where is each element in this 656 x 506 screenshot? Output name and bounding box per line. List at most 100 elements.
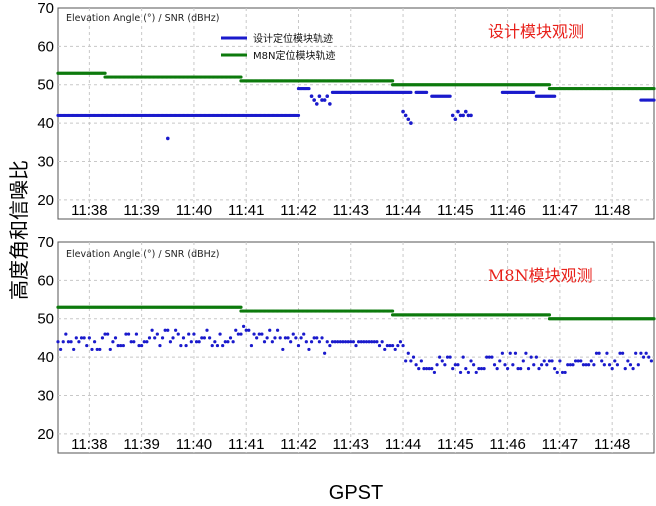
data-point [208, 336, 212, 340]
y-tick-label: 30 [37, 387, 54, 404]
data-point [398, 340, 403, 344]
data-point [555, 370, 559, 375]
data-point [309, 340, 314, 344]
data-point [121, 343, 125, 348]
data-point [153, 336, 157, 340]
data-point [87, 336, 91, 340]
data-point [126, 332, 131, 336]
legend-entry-m8n: M8N定位模块轨迹 [253, 49, 335, 62]
data-point [85, 343, 89, 348]
data-point [547, 83, 552, 87]
data-point [320, 336, 324, 340]
data-point [286, 336, 290, 340]
data-point [443, 363, 447, 367]
inner-title: Elevation Angle (°) / SNR (dBHz) [66, 249, 219, 260]
data-point [111, 340, 115, 344]
data-point [508, 351, 512, 355]
data-point [69, 340, 73, 344]
data-point [262, 340, 267, 344]
data-point [260, 332, 264, 336]
data-point [252, 332, 256, 336]
data-point [404, 359, 408, 363]
data-point [299, 336, 303, 340]
data-point [482, 367, 486, 371]
data-point [163, 328, 167, 332]
data-point [325, 94, 330, 99]
data-point [145, 340, 149, 344]
x-axis-label: GPST [329, 482, 383, 504]
data-point [296, 113, 301, 118]
data-point [618, 351, 622, 355]
data-point [174, 328, 178, 332]
data-point [147, 336, 152, 340]
data-point [273, 336, 277, 340]
x-tick-label: 11:42 [280, 436, 316, 453]
y-tick-label: 40 [37, 115, 54, 132]
data-point [296, 343, 301, 348]
data-point [82, 336, 86, 340]
data-point [626, 359, 630, 363]
x-tick-label: 11:43 [333, 436, 369, 453]
data-point [432, 370, 437, 375]
data-point [634, 351, 638, 355]
data-point [584, 363, 588, 367]
data-point [142, 340, 146, 344]
data-point [647, 355, 651, 359]
data-point [116, 343, 120, 348]
plot-frame [57, 241, 655, 454]
inner-title: Elevation Angle (°) / SNR (dBHz) [66, 13, 219, 24]
data-point [453, 117, 458, 122]
data-point [406, 351, 410, 355]
data-point [197, 340, 201, 344]
data-point [639, 351, 643, 355]
data-point [113, 336, 118, 340]
data-point [581, 363, 586, 367]
grid [58, 8, 654, 219]
data-point [320, 98, 324, 102]
data-point [615, 363, 620, 367]
data-point [354, 343, 358, 348]
data-point [314, 102, 319, 106]
data-point [524, 351, 528, 355]
data-point [72, 347, 76, 352]
data-point [362, 340, 366, 344]
data-point [438, 355, 442, 359]
data-point [281, 347, 285, 352]
data-point [644, 351, 648, 355]
data-point [223, 340, 227, 344]
data-point [550, 359, 554, 363]
data-point [466, 370, 471, 375]
x-tick-label: 11:45 [437, 436, 473, 453]
data-point [375, 340, 379, 344]
data-point [239, 305, 243, 309]
data-point [463, 109, 468, 114]
data-point [479, 367, 484, 371]
data-point [492, 363, 497, 367]
data-point [179, 343, 183, 348]
x-tick-label: 11:41 [228, 202, 264, 219]
data-point [506, 367, 510, 371]
data-point [547, 359, 552, 363]
data-point [357, 340, 361, 344]
data-point [461, 355, 465, 359]
y-tick-label: 20 [37, 426, 54, 443]
data-point [652, 317, 656, 321]
data-point [370, 340, 374, 344]
data-point [92, 340, 97, 344]
data-point [419, 359, 423, 363]
x-tick-label: 11:47 [542, 202, 578, 219]
data-point [119, 343, 123, 348]
data-point [628, 363, 633, 367]
grid [58, 242, 654, 453]
data-point [187, 332, 191, 336]
data-point [458, 113, 463, 118]
y-tick-label: 60 [37, 38, 54, 55]
data-point [537, 367, 541, 371]
data-point [323, 351, 327, 355]
data-point [108, 347, 112, 352]
legend-entry-design: 设计定位模块轨迹 [253, 32, 333, 45]
x-tick-label: 11:44 [385, 436, 421, 453]
data-point [456, 363, 460, 367]
data-point [390, 309, 395, 313]
data-point [234, 328, 238, 332]
